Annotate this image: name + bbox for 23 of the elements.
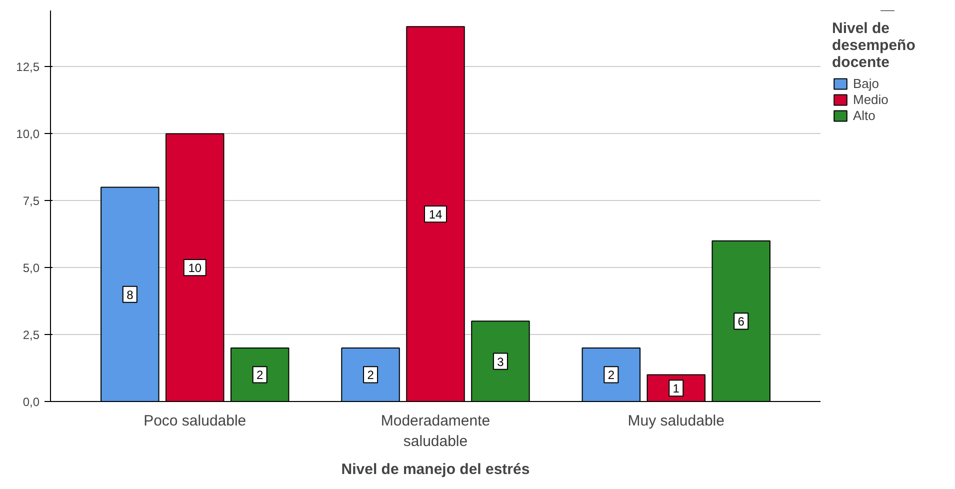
y-tick-label: 12,5 <box>16 60 40 74</box>
data-label: 2 <box>608 368 615 382</box>
data-label: 1 <box>672 382 680 396</box>
data-label: 2 <box>367 368 374 382</box>
data-label: 14 <box>428 208 442 222</box>
data-label: 2 <box>256 368 264 382</box>
x-axis-title: Nivel de manejo del estrés <box>341 460 530 478</box>
y-tick-label: 7,5 <box>22 194 40 208</box>
data-label: 3 <box>497 354 504 369</box>
legend-label: Medio <box>853 92 888 107</box>
legend-title: Nivel de desempeño docente <box>832 20 916 71</box>
legend-label: Alto <box>853 108 876 123</box>
data-label: 8 <box>126 288 134 302</box>
x-tick-label: Moderadamente saludable <box>380 412 490 450</box>
y-tick-label: 0,0 <box>22 395 40 409</box>
data-label: 10 <box>188 261 202 276</box>
y-tick-label: 10,0 <box>16 127 40 142</box>
x-tick-label: Poco saludable <box>144 412 246 430</box>
y-tick-label: 5,0 <box>22 261 40 276</box>
y-tick-label: 2,5 <box>22 328 40 342</box>
x-tick-label: Muy saludable <box>628 412 724 430</box>
legend-label: Bajo <box>853 76 880 91</box>
data-label: 6 <box>738 314 745 329</box>
